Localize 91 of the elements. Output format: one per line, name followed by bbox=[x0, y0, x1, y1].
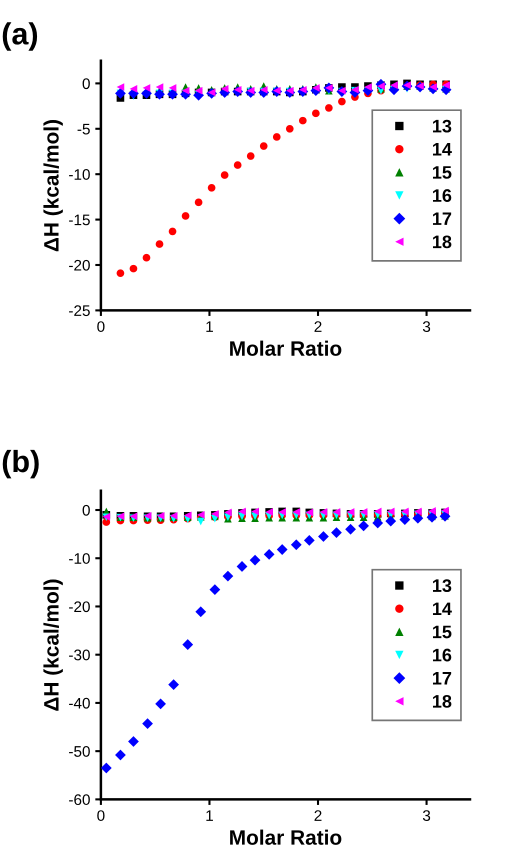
point bbox=[374, 508, 382, 516]
legend-label: 16 bbox=[432, 189, 452, 202]
x-tick-label: 2 bbox=[314, 810, 322, 821]
y-tick-label: -10 bbox=[69, 169, 90, 180]
y-axis-title: ΔH (kcal/mol) bbox=[43, 580, 63, 711]
point bbox=[276, 544, 288, 555]
y-tick-label: 0 bbox=[82, 504, 90, 516]
y-axis-title: ΔH (kcal/mol) bbox=[43, 120, 63, 252]
point bbox=[264, 549, 275, 560]
legend-label: 16 bbox=[432, 648, 452, 662]
legend-label: 15 bbox=[432, 166, 452, 179]
point bbox=[208, 184, 216, 192]
point bbox=[130, 85, 138, 93]
point bbox=[155, 698, 166, 710]
point bbox=[222, 570, 234, 582]
point bbox=[196, 518, 205, 526]
chart-title: (a) bbox=[2, 22, 38, 51]
legend-label: 17 bbox=[432, 212, 452, 225]
point bbox=[168, 84, 176, 92]
y-tick-label: 0 bbox=[82, 78, 90, 90]
point bbox=[142, 254, 150, 262]
point bbox=[182, 639, 194, 650]
x-tick-label: 2 bbox=[314, 321, 322, 332]
x-tick-label: 1 bbox=[206, 810, 213, 821]
point bbox=[250, 554, 260, 566]
point bbox=[116, 269, 124, 277]
legend-label: 18 bbox=[432, 694, 452, 708]
point bbox=[399, 514, 410, 526]
legend-label: 13 bbox=[432, 579, 452, 592]
point bbox=[182, 86, 190, 94]
point bbox=[385, 516, 396, 526]
point bbox=[412, 512, 424, 524]
y-tick-label: -30 bbox=[69, 650, 90, 660]
point bbox=[142, 84, 150, 92]
x-tick-label: 1 bbox=[206, 321, 213, 332]
point bbox=[130, 264, 138, 272]
point bbox=[210, 584, 220, 595]
x-tick-label: 3 bbox=[422, 321, 430, 332]
legend-label: 18 bbox=[432, 235, 452, 248]
point bbox=[156, 83, 164, 91]
point bbox=[142, 718, 153, 730]
y-tick-label: -10 bbox=[69, 553, 90, 564]
legend-label: 15 bbox=[432, 626, 452, 638]
point bbox=[286, 124, 294, 133]
point bbox=[426, 512, 438, 523]
x-tick-label: 0 bbox=[97, 321, 105, 332]
point bbox=[345, 524, 356, 535]
point bbox=[100, 762, 112, 774]
point bbox=[194, 198, 202, 206]
legend-label: 14 bbox=[432, 602, 452, 615]
point bbox=[260, 142, 268, 150]
point bbox=[115, 750, 126, 760]
point bbox=[234, 161, 242, 169]
point bbox=[116, 83, 124, 91]
point bbox=[312, 110, 320, 118]
legend-label: 13 bbox=[432, 120, 452, 133]
y-tick-label: -20 bbox=[69, 601, 90, 612]
chart-title: (b) bbox=[2, 450, 39, 478]
point bbox=[331, 527, 342, 538]
point bbox=[168, 228, 176, 236]
point bbox=[358, 520, 369, 532]
x-tick-label: 3 bbox=[422, 810, 430, 822]
point bbox=[325, 104, 333, 112]
point bbox=[338, 98, 346, 106]
point bbox=[272, 133, 281, 141]
y-tick-label: -50 bbox=[69, 746, 90, 757]
point bbox=[299, 116, 307, 124]
y-tick-label: -40 bbox=[69, 698, 90, 709]
y-tick-label: -20 bbox=[69, 260, 90, 271]
point bbox=[304, 535, 315, 546]
point bbox=[236, 561, 248, 572]
point bbox=[182, 212, 190, 220]
x-axis-title: Molar Ratio bbox=[230, 830, 342, 845]
point bbox=[220, 171, 228, 179]
x-tick-label: 0 bbox=[97, 810, 105, 822]
x-axis-title: Molar Ratio bbox=[230, 340, 342, 356]
point bbox=[141, 88, 152, 99]
point bbox=[372, 518, 384, 528]
point bbox=[195, 606, 206, 618]
point bbox=[290, 539, 302, 550]
point bbox=[318, 531, 329, 542]
legend-label: 17 bbox=[432, 672, 452, 684]
y-tick-label: -5 bbox=[78, 124, 90, 134]
legend-label: 14 bbox=[432, 143, 452, 156]
y-tick-label: -15 bbox=[69, 214, 90, 226]
point bbox=[168, 679, 180, 690]
point bbox=[246, 152, 255, 160]
point bbox=[156, 240, 164, 248]
y-tick-label: -60 bbox=[69, 794, 90, 806]
point bbox=[128, 736, 139, 747]
y-tick-label: -25 bbox=[69, 305, 90, 316]
